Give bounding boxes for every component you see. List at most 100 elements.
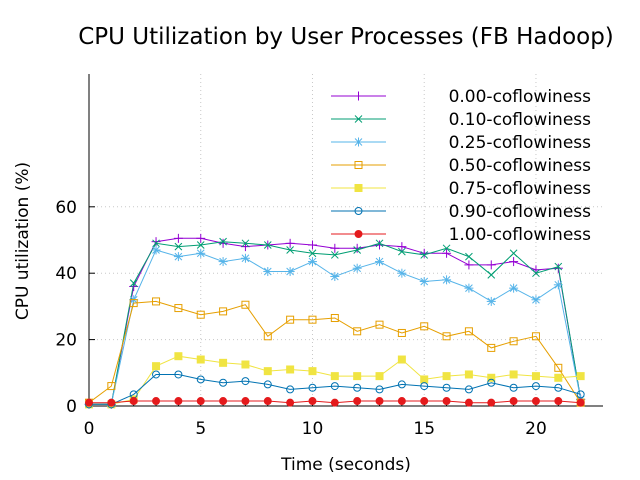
data-point	[285, 238, 295, 248]
data-point	[486, 260, 496, 270]
data-point	[554, 373, 563, 382]
series-lines	[84, 233, 586, 409]
data-point	[107, 398, 116, 407]
data-point	[174, 352, 183, 361]
data-point	[241, 397, 250, 406]
data-point	[531, 372, 540, 381]
y-tick-label: 20	[55, 331, 77, 351]
data-point	[554, 262, 563, 271]
data-point	[129, 279, 138, 288]
data-point	[352, 243, 362, 253]
data-point	[330, 314, 339, 323]
data-point	[263, 241, 272, 249]
data-point	[151, 245, 161, 255]
data-point	[353, 246, 362, 254]
data-point	[196, 310, 205, 319]
series-line	[88, 300, 582, 404]
data-point	[308, 315, 317, 324]
data-point	[354, 184, 363, 192]
data-point	[174, 370, 183, 379]
legend-label: 0.75-coflowiness	[449, 179, 592, 199]
chart-title: CPU Utilization by User Processes (FB Ha…	[78, 24, 614, 50]
series-0.75-coflowiness	[85, 352, 585, 409]
data-point	[465, 252, 473, 261]
data-point	[353, 327, 362, 336]
legend-label: 0.90-coflowiness	[449, 202, 592, 222]
data-point	[375, 372, 384, 381]
legend-item: 0.50-coflowiness	[331, 156, 591, 176]
data-point	[509, 337, 518, 346]
data-point	[174, 304, 183, 313]
data-point	[286, 385, 295, 394]
data-point	[219, 397, 228, 406]
series-line	[89, 355, 581, 405]
series-1.00-coflowiness	[85, 397, 585, 407]
data-point	[219, 358, 228, 367]
data-point	[397, 355, 406, 364]
data-point	[263, 397, 272, 406]
data-point	[307, 240, 317, 250]
data-point	[553, 280, 563, 290]
data-point	[196, 375, 205, 384]
data-point	[286, 365, 295, 374]
data-point	[129, 397, 138, 406]
data-point	[129, 299, 138, 308]
data-point	[464, 283, 474, 293]
data-point	[509, 383, 518, 392]
data-point	[375, 385, 384, 394]
y-tick-label: 40	[55, 264, 77, 284]
data-point	[554, 397, 563, 406]
data-point	[531, 332, 540, 341]
data-point	[442, 397, 451, 406]
axes: 0 5 10 15 20 0 20 40 60	[55, 74, 603, 439]
x-tick-label: 5	[195, 419, 206, 439]
data-point	[397, 328, 406, 337]
series-0.25-coflowiness	[84, 245, 586, 409]
data-point	[330, 382, 339, 391]
data-point	[330, 372, 339, 381]
data-point	[308, 383, 317, 392]
data-point	[152, 362, 161, 371]
data-point	[420, 322, 429, 331]
data-point	[532, 269, 540, 278]
data-point	[509, 370, 518, 379]
legend-label: 1.00-coflowiness	[449, 225, 592, 245]
y-axis-label: CPU utilization (%)	[13, 162, 33, 320]
data-point	[196, 233, 206, 243]
data-point	[509, 257, 519, 267]
data-point	[307, 257, 317, 267]
data-point	[442, 332, 451, 341]
data-point	[576, 390, 585, 399]
data-point	[219, 378, 228, 387]
data-point	[241, 300, 250, 309]
data-point	[354, 161, 363, 169]
data-point	[196, 241, 205, 249]
data-point	[354, 91, 363, 101]
data-point	[285, 267, 295, 277]
data-point	[308, 249, 317, 258]
data-point	[218, 257, 228, 267]
legend-label: 0.10-coflowiness	[449, 110, 592, 130]
legend-label: 0.50-coflowiness	[449, 156, 592, 176]
data-point	[464, 385, 473, 394]
legend-item: 1.00-coflowiness	[331, 225, 591, 245]
data-point	[420, 375, 429, 384]
data-point	[330, 251, 339, 259]
x-tick-label: 20	[525, 419, 547, 439]
data-point	[375, 240, 385, 250]
data-point	[487, 398, 496, 407]
data-point	[286, 315, 295, 324]
data-point	[354, 137, 363, 147]
data-point	[420, 382, 429, 391]
series-0.50-coflowiness	[85, 297, 585, 407]
legend-label: 0.25-coflowiness	[449, 133, 592, 153]
data-point	[576, 372, 585, 381]
data-point	[241, 239, 250, 248]
data-point	[152, 397, 161, 406]
data-point	[375, 320, 384, 329]
legend-item: 0.00-coflowiness	[331, 87, 591, 107]
x-tick-label: 10	[302, 419, 324, 439]
data-point	[241, 377, 250, 386]
data-point	[420, 397, 429, 406]
